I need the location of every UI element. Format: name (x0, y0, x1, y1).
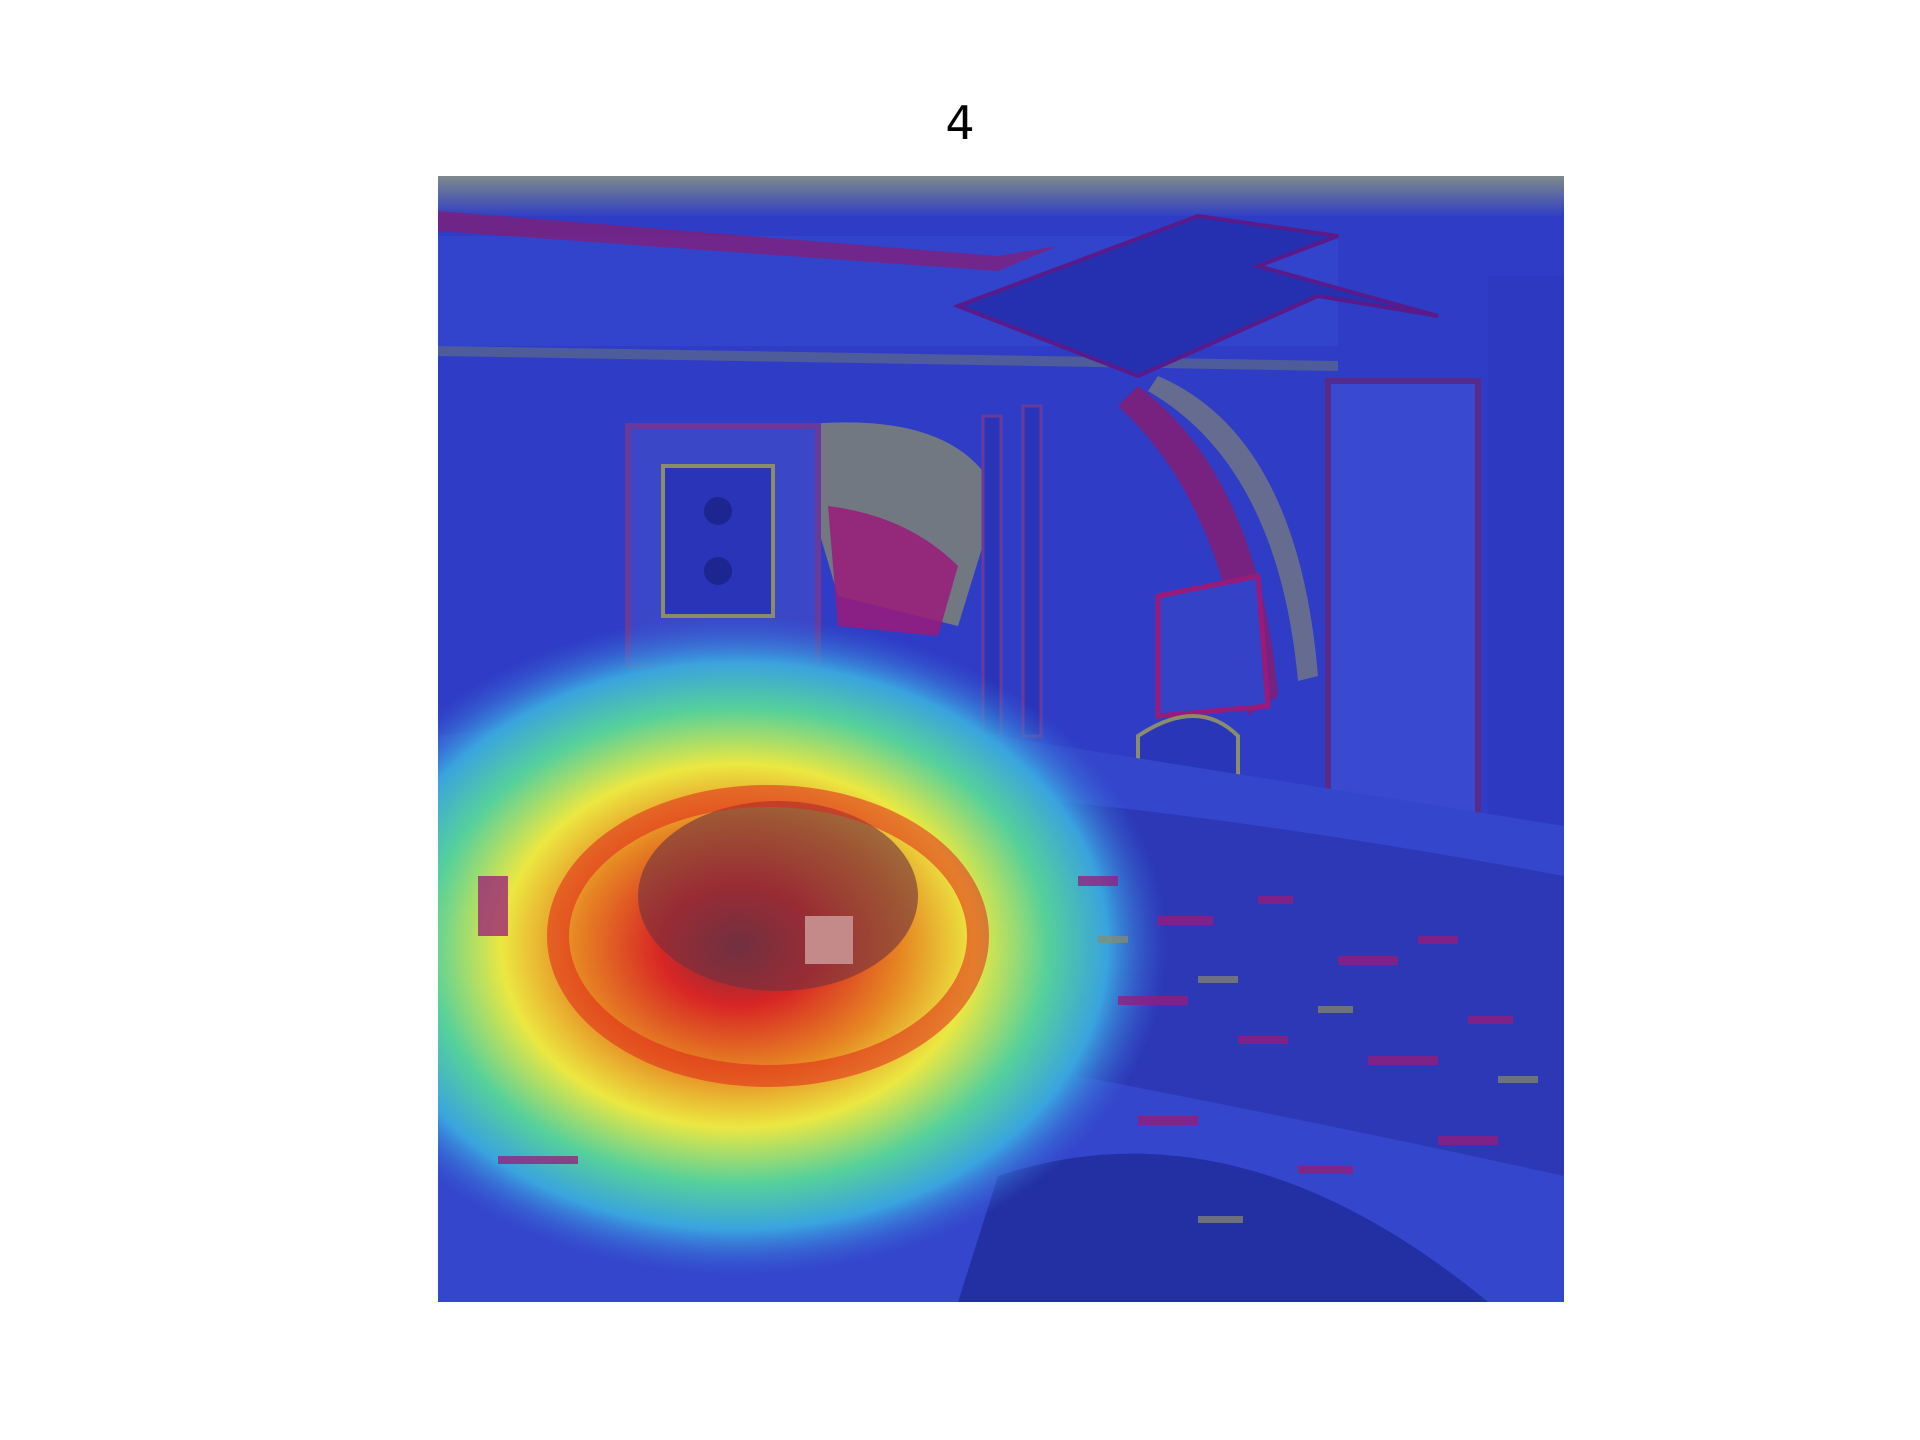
heat-red-ring (547, 785, 989, 1087)
picture-inner (661, 464, 775, 618)
door-frame-right (1488, 276, 1564, 916)
heat-core (638, 801, 918, 991)
occlusion-marker (805, 916, 853, 964)
wall-arc-olive (1148, 376, 1318, 681)
ceiling-edge-magenta (438, 211, 1058, 271)
figure-title: 4 (945, 96, 975, 150)
ceiling-fan (952, 213, 1439, 379)
edge-speckles (478, 876, 1513, 1174)
wall-glow-magenta (828, 506, 958, 636)
picture-detail-1 (704, 497, 732, 525)
bed-post-right (1021, 404, 1043, 738)
ceiling-band (438, 176, 1564, 216)
heatmap-overlay (438, 176, 1564, 1302)
picture-detail-2 (704, 557, 732, 585)
lamp-shade (1155, 572, 1271, 719)
heatmap-image-panel (438, 176, 1564, 1302)
bed-foreground-shadow (958, 1153, 1488, 1302)
edge-speckles-olive (1098, 936, 1538, 1223)
